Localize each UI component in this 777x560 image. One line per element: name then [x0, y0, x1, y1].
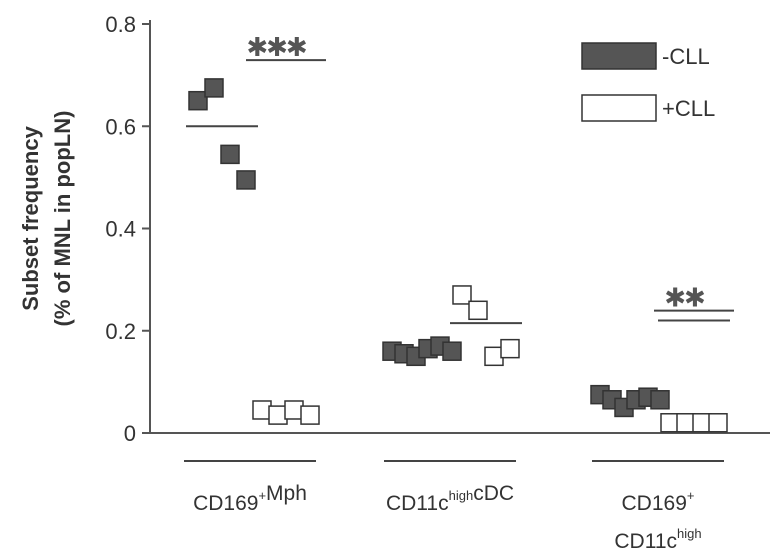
y-tick-label: 0.6: [105, 114, 136, 139]
legend-label: +CLL: [662, 96, 715, 121]
category-label: CD169+: [622, 488, 695, 515]
category-label: CD169+Mph: [193, 482, 307, 515]
group-2: CD11chighcDC: [383, 286, 522, 515]
y-axis: 0 0.2 0.4 0.6 0.8: [105, 12, 150, 446]
y-axis-title: Subset frequency (% of MNL in popLN): [18, 111, 75, 327]
point-minus-cll: [443, 342, 461, 360]
point-minus-cll: [651, 391, 669, 409]
y-axis-title-line1: Subset frequency: [18, 125, 43, 310]
significance-stars: ✱✱: [664, 283, 705, 313]
group-3: ✱✱ CD169+ CD11chigh: [591, 283, 734, 553]
legend-swatch: [582, 43, 656, 69]
legend: -CLL +CLL: [582, 43, 715, 121]
point-minus-cll: [221, 145, 239, 163]
y-tick-label: 0.4: [105, 217, 136, 242]
point-plus-cll: [301, 406, 319, 424]
point-minus-cll: [205, 79, 223, 97]
y-tick-label: 0.8: [105, 12, 136, 37]
significance-stars: ✱✱✱: [246, 32, 307, 62]
point-plus-cll: [709, 414, 727, 432]
point-minus-cll: [237, 171, 255, 189]
y-tick-label: 0.2: [105, 319, 136, 344]
group-1: ✱✱✱ CD169+Mph: [184, 32, 326, 515]
point-plus-cll: [469, 301, 487, 319]
legend-label: -CLL: [662, 44, 710, 69]
legend-swatch: [582, 95, 656, 121]
y-tick-label: 0: [124, 421, 136, 446]
category-label: CD11chigh: [614, 526, 701, 553]
point-plus-cll: [501, 340, 519, 358]
category-label: CD11chighcDC: [386, 482, 514, 515]
y-axis-title-line2: (% of MNL in popLN): [50, 111, 75, 327]
